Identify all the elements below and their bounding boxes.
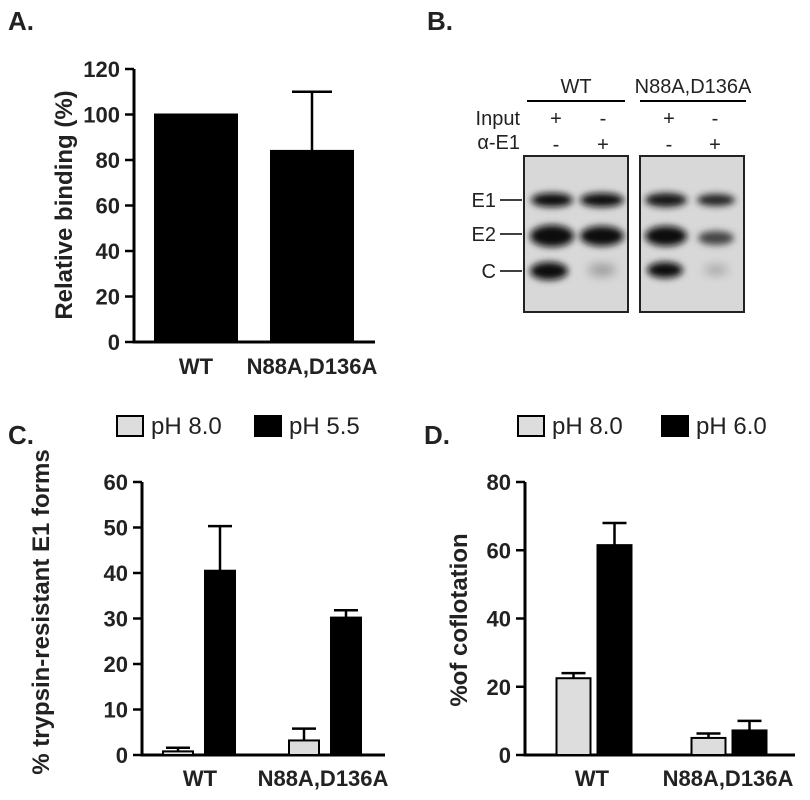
panel-d-chart: %of coflotation 0 20 40 60 80 WT N88A,D136A pH … <box>446 413 795 791</box>
bar <box>270 149 354 343</box>
y-tick-label: 30 <box>104 607 128 632</box>
bar <box>204 569 236 756</box>
bar <box>690 736 727 756</box>
blot-band <box>697 194 735 206</box>
bar <box>154 113 238 343</box>
category-label: WT <box>575 766 610 791</box>
y-tick-label: 120 <box>83 57 120 82</box>
bar <box>731 729 768 756</box>
panel-b-blot: WT N88A,D136A Input α-E1 + - + - - + - +… <box>472 76 752 313</box>
category-label: N88A,D136A <box>663 766 794 791</box>
blot-mark: - <box>712 108 719 130</box>
panel-label-a: A. <box>8 6 34 36</box>
blot-band <box>530 262 568 280</box>
blot-mark: + <box>663 108 675 130</box>
y-tick-label: 0 <box>499 743 511 768</box>
panel-a-chart: Relative binding (%) 0 20 40 60 80 100 120 WT N8… <box>51 57 378 379</box>
blot-band <box>645 226 687 246</box>
category-label: N88A,D136A <box>258 766 389 791</box>
panel-label-c: C. <box>8 420 34 450</box>
y-tick-label: 100 <box>83 103 120 128</box>
blot-row-label-input: Input <box>476 108 521 130</box>
legend-swatch <box>517 415 545 437</box>
panel-a-ylabel: Relative binding (%) <box>51 90 78 319</box>
legend-label: pH 8.0 <box>552 413 623 440</box>
legend-swatch <box>254 415 282 437</box>
blot-band <box>580 193 624 207</box>
category-label: WT <box>183 766 218 791</box>
y-tick-label: 80 <box>487 470 511 495</box>
category-label: N88A,D136A <box>247 354 378 379</box>
blot-mark: + <box>550 108 562 130</box>
legend-label: pH 5.5 <box>289 413 360 440</box>
bar <box>288 739 320 757</box>
y-tick-label: 40 <box>96 239 120 264</box>
y-tick-label: 20 <box>487 675 511 700</box>
blot-band <box>698 231 734 245</box>
blot-band-label-e1: E1 <box>472 190 496 212</box>
blot-band <box>647 262 683 278</box>
blot-band <box>645 193 687 207</box>
blot-mark: - <box>666 134 673 156</box>
y-tick-label: 0 <box>108 330 120 355</box>
panel-c-ylabel: % trypsin-resistant E1 forms <box>28 449 55 774</box>
bar <box>330 616 362 757</box>
panel-c-chart: % trypsin-resistant E1 forms 0 10 20 30 40 50… <box>28 413 389 791</box>
blot-band <box>588 264 616 276</box>
y-tick-label: 80 <box>96 148 120 173</box>
blot-group-wt: WT <box>560 76 591 98</box>
y-tick-label: 60 <box>104 470 128 495</box>
y-tick-label: 50 <box>104 516 128 541</box>
blot-band <box>531 193 573 207</box>
y-tick-label: 0 <box>116 743 128 768</box>
y-tick-label: 20 <box>104 652 128 677</box>
panel-d-ylabel: %of coflotation <box>446 533 473 706</box>
blot-band-label-c: C <box>482 261 496 283</box>
legend-swatch <box>116 415 144 437</box>
blot-mark: + <box>597 134 609 156</box>
blot-mark: + <box>709 134 721 156</box>
blot-group-mutant: N88A,D136A <box>635 76 752 98</box>
blot-band <box>530 225 574 247</box>
blot-mark: - <box>553 134 560 156</box>
blot-row-label-ae1: α-E1 <box>477 132 520 154</box>
y-tick-label: 40 <box>104 561 128 586</box>
panel-label-d: D. <box>424 420 450 450</box>
y-tick-label: 20 <box>96 285 120 310</box>
panel-c-ylabel-text: % trypsin-resistant E1 forms <box>28 449 55 774</box>
panel-label-b: B. <box>427 6 453 36</box>
blot-mark: - <box>600 108 607 130</box>
y-tick-label: 60 <box>487 538 511 563</box>
blot-band-label-e2: E2 <box>472 224 496 246</box>
category-label: WT <box>179 354 214 379</box>
bar <box>162 750 194 756</box>
y-tick-label: 10 <box>104 698 128 723</box>
y-tick-label: 40 <box>487 607 511 632</box>
blot-band <box>704 265 728 275</box>
blot-band <box>580 226 624 246</box>
legend-label: pH 6.0 <box>696 413 767 440</box>
y-tick-label: 60 <box>96 194 120 219</box>
bar <box>555 677 592 756</box>
legend-swatch <box>661 415 689 437</box>
bar <box>596 544 633 756</box>
legend-label: pH 8.0 <box>151 413 222 440</box>
